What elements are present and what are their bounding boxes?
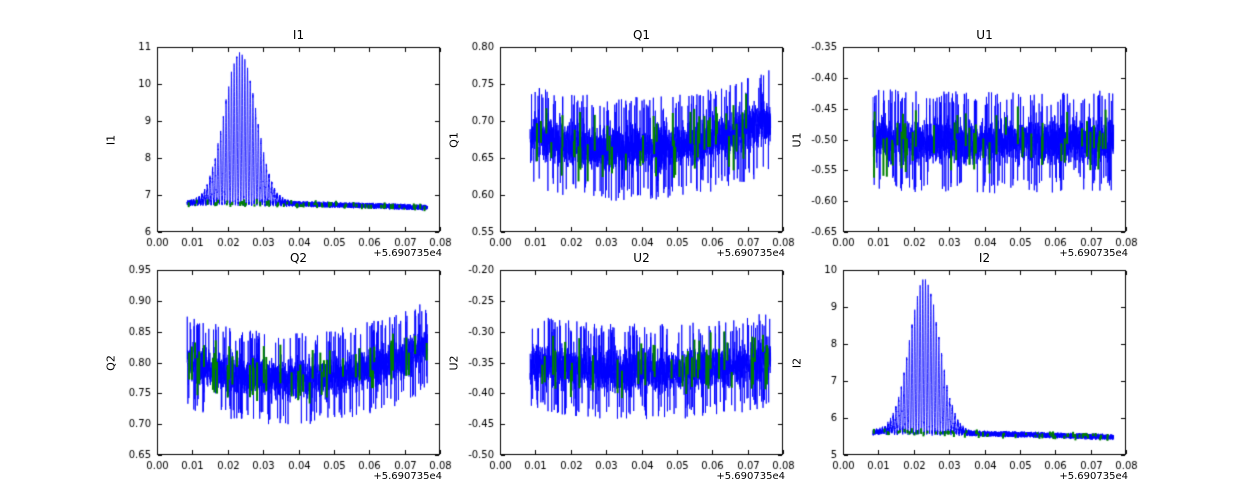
figure: I1 I1 +5.690735e4 Q1 Q1 +5.690735e4 U1 U… [0, 0, 1250, 500]
plots-canvas [0, 0, 1250, 500]
